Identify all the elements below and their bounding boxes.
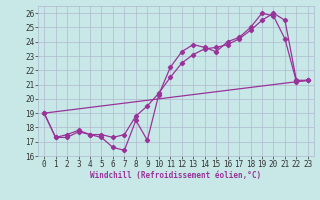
X-axis label: Windchill (Refroidissement éolien,°C): Windchill (Refroidissement éolien,°C): [91, 171, 261, 180]
